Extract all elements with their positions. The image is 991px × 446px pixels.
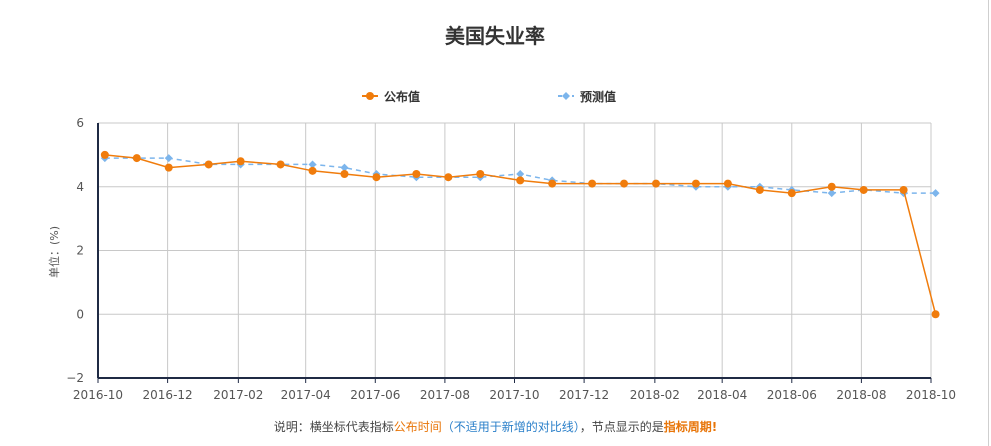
x-tick-labels: 2016-10 2016-12 2017-02 2017-04 2017-06 2017-… <box>73 378 956 402</box>
y-tick-label: 0 <box>76 307 84 321</box>
x-tick-label: 2018-06 <box>767 388 817 402</box>
x-tick-label: 2017-08 <box>420 388 470 402</box>
right-border <box>988 0 989 446</box>
data-point-published <box>620 179 629 188</box>
y-tick-label: 4 <box>76 180 84 194</box>
data-point-published <box>516 176 525 185</box>
data-point-published <box>100 150 109 159</box>
x-tick-label: 2017-06 <box>350 388 400 402</box>
data-point-published <box>340 170 349 178</box>
data-point-published <box>444 173 453 182</box>
data-point-forecast <box>931 189 940 198</box>
data-point-published <box>236 157 245 166</box>
data-point-published <box>859 185 868 194</box>
x-tick-label: 2018-08 <box>836 388 886 402</box>
x-tick-label: 2016-10 <box>73 388 123 402</box>
x-tick-label: 2016-12 <box>143 388 193 402</box>
y-tick-labels: −2 0 2 4 6 <box>66 116 84 385</box>
legend-item-published[interactable]: 公布值 <box>362 89 420 104</box>
data-point-published <box>372 173 381 182</box>
data-point-published <box>164 163 173 172</box>
data-point-published <box>548 179 557 188</box>
legend-forecast-label: 预测值 <box>580 89 616 104</box>
x-tick-label: 2017-10 <box>489 388 539 402</box>
data-point-published <box>651 179 660 188</box>
data-point-published <box>899 185 908 194</box>
data-point-published <box>412 170 421 178</box>
y-tick-label: 2 <box>76 244 84 258</box>
data-point-published <box>931 310 940 319</box>
data-point-forecast <box>308 160 317 169</box>
data-point-forecast <box>827 189 836 198</box>
note-paren-open: （ <box>441 420 454 434</box>
y-tick-label: 6 <box>76 116 84 130</box>
legend-published-marker <box>366 92 374 100</box>
data-point-published <box>787 189 796 198</box>
data-point-published <box>476 170 485 178</box>
legend-forecast-marker <box>562 92 570 100</box>
y-tick-label: −2 <box>66 371 84 385</box>
note-prefix: 说明：横坐标代表指标 <box>273 420 394 434</box>
grid <box>97 122 932 379</box>
x-tick-label: 2018-10 <box>906 388 956 402</box>
data-point-forecast <box>340 163 349 172</box>
data-point-forecast <box>164 154 173 163</box>
x-tick-label: 2018-02 <box>630 388 680 402</box>
legend-item-forecast[interactable]: 预测值 <box>558 89 616 104</box>
data-point-published <box>691 179 700 188</box>
data-point-published <box>204 160 213 169</box>
x-tick-label: 2018-04 <box>697 388 747 402</box>
data-point-published <box>827 182 836 191</box>
legend: 公布值 预测值 <box>362 89 616 104</box>
series-layer <box>100 150 940 319</box>
note-highlight-period: 指标周期! <box>663 420 718 434</box>
data-point-published <box>588 179 597 188</box>
data-point-forecast <box>516 170 525 178</box>
note-paren-close: ） <box>573 420 580 434</box>
note-middle: ，节点显示的是 <box>579 420 664 434</box>
x-tick-label: 2017-04 <box>281 388 331 402</box>
legend-published-label: 公布值 <box>384 89 420 104</box>
data-point-published <box>308 166 317 175</box>
data-point-published <box>755 185 764 194</box>
y-axis-label: 单位：(%) <box>47 226 61 278</box>
data-point-published <box>723 179 732 188</box>
x-tick-label: 2017-02 <box>213 388 263 402</box>
data-point-published <box>276 160 285 169</box>
chart-title: 美国失业率 <box>445 24 545 48</box>
x-tick-label: 2017-12 <box>559 388 609 402</box>
footnote: 说明：横坐标代表指标公布时间（不适用于新增的对比线），节点显示的是指标周期! <box>0 418 991 435</box>
note-highlight-publish-time: 公布时间 <box>393 420 442 434</box>
data-point-published <box>132 154 141 163</box>
note-highlight-not-applicable: 不适用于新增的对比线 <box>453 420 574 434</box>
